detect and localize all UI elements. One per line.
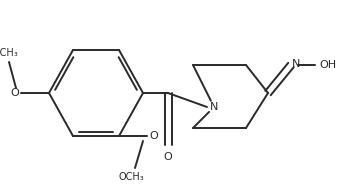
- Text: O: O: [164, 152, 172, 162]
- Text: O: O: [149, 131, 158, 141]
- Text: OCH₃: OCH₃: [0, 48, 18, 58]
- Text: N: N: [210, 102, 218, 112]
- Text: OH: OH: [319, 60, 336, 70]
- Text: N: N: [292, 59, 300, 69]
- Text: OCH₃: OCH₃: [118, 172, 144, 182]
- Text: O: O: [10, 88, 19, 98]
